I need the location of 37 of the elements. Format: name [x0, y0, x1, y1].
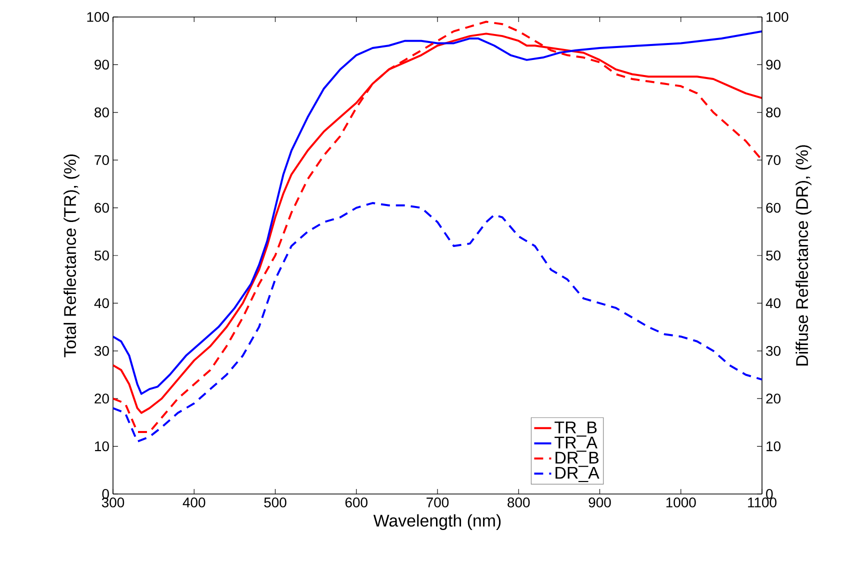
y2-tick-label: 100 — [766, 12, 788, 22]
y2-tick-label: 10 — [766, 441, 780, 452]
x-tick-label: 300 — [102, 498, 124, 508]
y2-tick-label: 70 — [766, 155, 780, 166]
y-tick-label: 100 — [87, 12, 109, 22]
y-tick-label: 80 — [94, 107, 109, 118]
x-tick-label: 900 — [588, 498, 611, 508]
x-tick-label: 1100 — [748, 498, 776, 508]
legend-label: TR_A — [554, 436, 598, 452]
y2-tick-label: 80 — [766, 107, 780, 118]
y2-tick-label: 60 — [766, 202, 780, 213]
y-tick-label: 60 — [94, 202, 109, 213]
y2-tick-label: 40 — [766, 298, 780, 308]
y-tick-label: 20 — [94, 394, 109, 404]
x-tick-label: 500 — [264, 498, 286, 508]
y2-tick-label: 90 — [766, 60, 780, 70]
y2-tick-label: 50 — [766, 250, 780, 260]
x-tick-label: 700 — [426, 498, 449, 508]
y2-axis-title: Diffuse Reflectance (DR), (%) — [796, 145, 812, 366]
y-tick-label: 70 — [94, 155, 109, 166]
y-tick-label: 50 — [94, 250, 109, 260]
y2-tick-label: 0 — [766, 489, 773, 499]
y2-tick-label: 20 — [766, 394, 780, 404]
legend-label: TR_B — [554, 422, 597, 437]
y2-tick-label: 30 — [766, 346, 780, 356]
x-tick-label: 800 — [508, 498, 530, 508]
y-axis-title: Total Reflectance (TR), (%) — [64, 154, 80, 358]
y-tick-label: 90 — [94, 60, 109, 70]
x-tick-label: 400 — [182, 498, 206, 508]
x-tick-label: 1000 — [666, 498, 696, 508]
y-tick-label: 10 — [95, 441, 109, 452]
y-tick-label: 30 — [94, 346, 109, 356]
legend-label: DR_A — [556, 467, 600, 482]
legend-label: DR_B — [556, 452, 598, 467]
x-tick-label: 600 — [345, 498, 368, 508]
y-tick-label: 40 — [94, 298, 109, 308]
x-axis-title: Wavelength (nm) — [373, 514, 501, 530]
